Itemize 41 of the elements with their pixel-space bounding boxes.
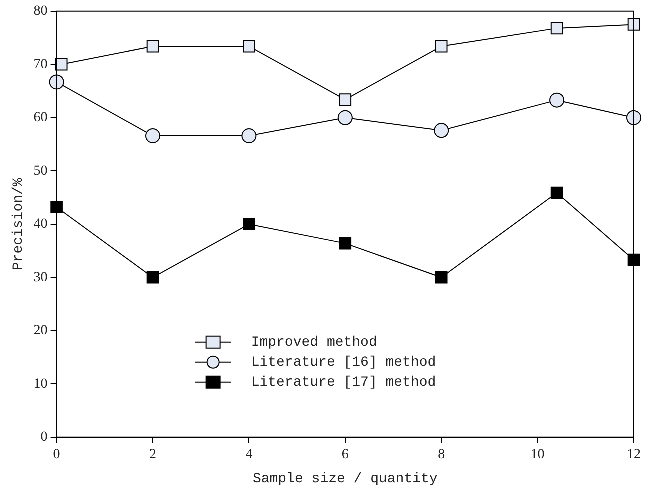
point (628, 18, 640, 31)
point (339, 94, 352, 106)
point (243, 218, 256, 231)
point (338, 110, 353, 126)
point (550, 92, 565, 108)
point (339, 237, 352, 250)
x-tick-label: 10 (530, 447, 545, 462)
legend-label: Literature [16] method (251, 355, 436, 372)
point (55, 58, 68, 71)
y-tick-label: 20 (34, 324, 48, 339)
x-tick-label: 2 (150, 447, 156, 462)
point (434, 123, 450, 138)
point (435, 40, 448, 53)
point (50, 201, 63, 214)
point (550, 22, 564, 35)
y-tick-label: 80 (34, 4, 48, 20)
y-tick-label: 40 (34, 217, 48, 232)
y-tick-label: 50 (34, 164, 48, 179)
point (146, 40, 160, 53)
point (146, 128, 160, 144)
y-tick-label: 30 (34, 270, 48, 286)
point (242, 128, 257, 144)
point (243, 40, 256, 53)
y-tick-label: 60 (34, 110, 48, 126)
point (49, 74, 64, 90)
x-tick-label: 4 (246, 447, 253, 462)
y-tick-label: 70 (34, 57, 48, 72)
legend-label: Literature [17] method (251, 375, 436, 392)
point (550, 186, 564, 200)
y-tick-label: 10 (34, 376, 48, 392)
y-axis-title: Precision/% (11, 178, 28, 271)
point (146, 271, 160, 284)
y-tick-label: 0 (40, 430, 48, 446)
x-tick-label: 8 (438, 447, 446, 462)
x-tick-label: 12 (627, 447, 641, 462)
x-tick-label: 0 (53, 447, 60, 462)
x-axis-title: Sample size / quantity (252, 471, 438, 488)
point (435, 271, 448, 284)
x-tick-label: 6 (342, 447, 349, 462)
legend-label: Improved method (251, 335, 378, 352)
point (626, 110, 642, 126)
